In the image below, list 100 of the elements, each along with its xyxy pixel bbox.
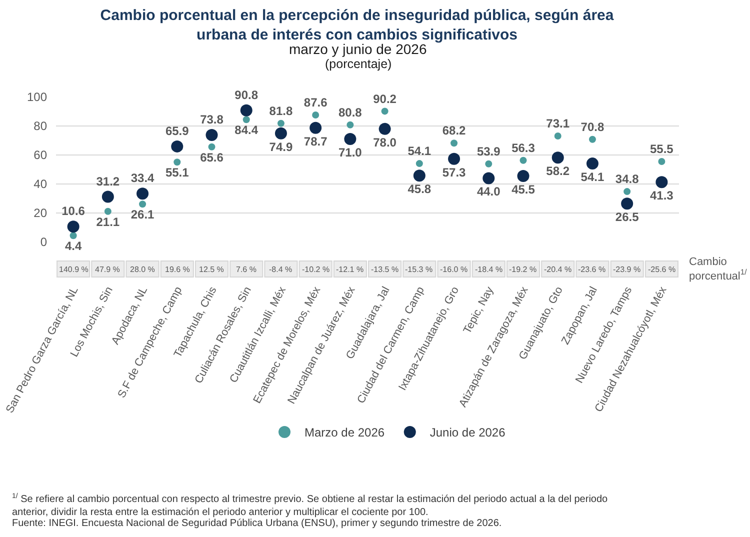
point (312, 111, 320, 118)
text: -10.2 % (302, 265, 330, 274)
data-label: 54.1 (408, 144, 432, 158)
point (378, 122, 391, 135)
text: 47.9 % (95, 265, 120, 274)
text: Cambio porcentual$^{1/}$ (689, 256, 748, 282)
point (485, 160, 492, 168)
point (658, 158, 666, 166)
data-label: 45.8 (408, 182, 432, 196)
data-label: 65.6 (200, 150, 224, 164)
point (139, 200, 146, 208)
data-label: 55.5 (650, 142, 674, 156)
point (520, 156, 527, 164)
data-label: 74.9 (269, 140, 293, 154)
data-label: 84.4 (234, 122, 258, 137)
data-label: 33.4 (130, 171, 155, 186)
text: -20.4 % (544, 265, 572, 274)
data-label: 73.8 (200, 112, 224, 126)
data-label: 55.1 (165, 165, 190, 180)
data-label: 65.9 (165, 124, 190, 138)
legend-label: Junio de 2026 (430, 426, 506, 440)
text: -15.3 % (405, 265, 433, 274)
point (67, 220, 80, 233)
text: 7.6 % (236, 265, 256, 274)
data-label: 87.6 (304, 96, 328, 110)
point (344, 133, 356, 146)
text: -23.6 % (578, 265, 606, 274)
data-label: 53.9 (476, 144, 501, 158)
text: -16.0 % (440, 265, 468, 274)
point (554, 132, 562, 140)
data-label: 58.2 (546, 164, 570, 178)
point (552, 152, 564, 164)
chart-title: Cambio porcentual en la percepción de inseguridad pública, según área urbana de interés con cambios significativos (100, 7, 614, 44)
point (621, 198, 634, 210)
text: -25.6 % (648, 265, 676, 274)
y-tick-label: 20 (34, 206, 48, 220)
point (588, 136, 596, 143)
point (277, 120, 284, 127)
data-label: 68.2 (442, 124, 466, 138)
data-label: 21.1 (96, 214, 120, 229)
point (102, 190, 114, 203)
text: -18.4 % (475, 265, 503, 274)
y-tick-label: 80 (34, 119, 48, 134)
legend-label: Marzo de 2026 (304, 426, 385, 440)
point (517, 170, 530, 182)
y-tick-label: 40 (34, 177, 48, 192)
text: -23.9 % (613, 265, 641, 274)
point (482, 172, 495, 184)
point (448, 152, 460, 165)
data-label: 81.8 (269, 104, 293, 118)
data-label: 70.8 (580, 120, 604, 134)
point (70, 232, 77, 240)
text: $^{1/}$ Se refiere al cambio porcentual con respecto al trimestre previo. Se obtiene al restar la estimación del periodo actual a la del periodo anterior, dividir la resta entre la estimación el periodo anterior y multiplicar el cociente por 100. (12, 492, 608, 518)
data-label: 26.1 (130, 208, 155, 222)
point (208, 143, 216, 150)
data-label: 10.6 (62, 204, 86, 218)
point (104, 208, 112, 215)
data-label: 56.3 (512, 140, 536, 155)
text: -8.4 % (269, 265, 292, 274)
data-label: 4.4 (64, 238, 82, 253)
data-label: 80.8 (338, 105, 362, 120)
data-label: 57.3 (442, 165, 466, 180)
chart-subtitle: marzo y junio de 2026 (porcentaje) (289, 41, 427, 71)
data-label: 31.2 (96, 174, 120, 188)
text: 140.9 % (59, 265, 88, 274)
data-label: 90.8 (234, 88, 258, 102)
text: -12.1 % (336, 265, 364, 274)
data-label: 54.1 (580, 170, 604, 184)
text: -13.5 % (371, 265, 399, 274)
y-tick-label: 0 (40, 235, 48, 250)
point (136, 188, 149, 200)
data-label: 41.3 (650, 188, 674, 203)
point (586, 158, 598, 170)
point (240, 104, 252, 116)
point (171, 140, 184, 152)
data-label: 44.0 (476, 184, 501, 199)
point (416, 160, 423, 168)
text: 12.5 % (199, 265, 224, 274)
point (656, 176, 668, 188)
point (346, 121, 354, 128)
point (242, 116, 250, 124)
data-label: 78.7 (304, 134, 328, 148)
point (310, 122, 322, 134)
text: 28.0 % (130, 265, 155, 274)
point (624, 188, 631, 196)
source-note: Fuente: INEGI. Encuesta Nacional de Seguridad Pública Urbana (ENSU), primer y segundo trimestre de 2026. (12, 518, 502, 529)
text: -19.2 % (509, 265, 537, 274)
data-label: 73.1 (546, 116, 570, 131)
point (413, 170, 426, 182)
data-label: 34.8 (615, 172, 640, 186)
data-label: 26.5 (615, 210, 640, 224)
y-tick-label: 60 (34, 148, 48, 162)
point (274, 127, 287, 140)
data-label: 90.2 (373, 92, 397, 106)
y-tick-label: 100 (26, 90, 48, 104)
point (174, 158, 181, 166)
data-label: 78.0 (373, 135, 397, 150)
point (381, 108, 388, 115)
point (450, 140, 458, 147)
text: 19.6 % (165, 265, 190, 274)
